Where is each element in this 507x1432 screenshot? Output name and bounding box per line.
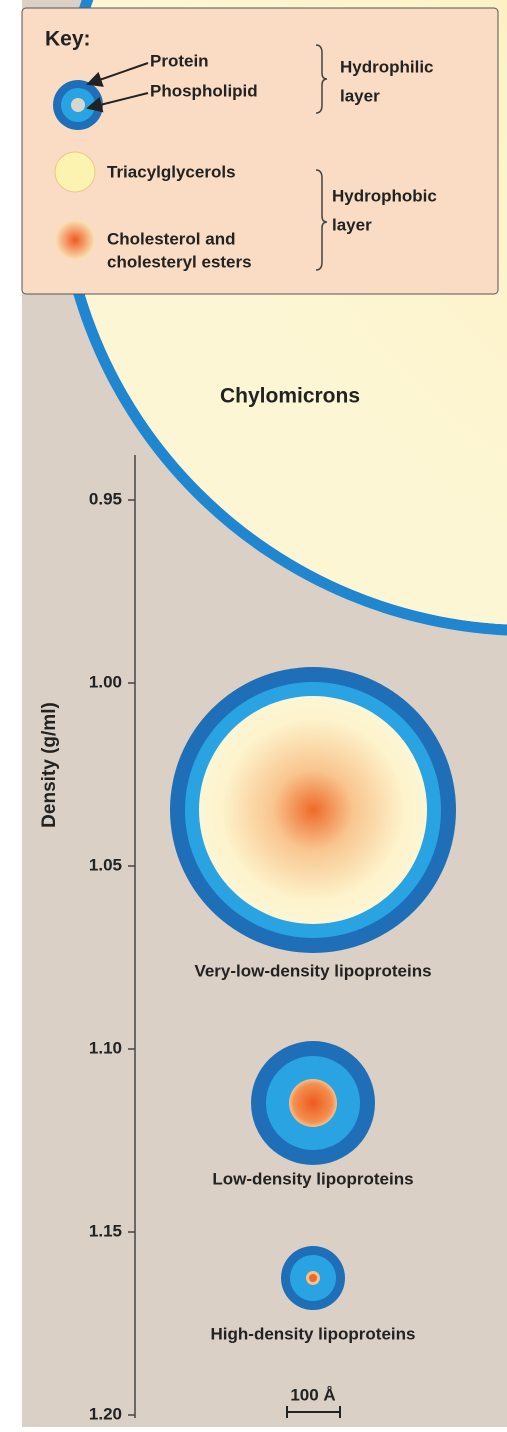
key-label: Triacylglycerols: [107, 162, 236, 181]
key-label: Phospholipid: [150, 81, 258, 100]
tick-label: 1.15: [89, 1221, 122, 1240]
key-label: Hydrophobic: [332, 186, 437, 205]
key-label: layer: [340, 86, 380, 105]
hdl: [281, 1246, 345, 1310]
key-label: Protein: [150, 51, 209, 70]
particle-label: Low-density lipoproteins: [212, 1169, 413, 1188]
key-icon: [71, 98, 85, 112]
particle-label: Very-low-density lipoproteins: [194, 961, 431, 980]
vldl: [170, 667, 456, 953]
key-label: cholesteryl esters: [107, 252, 252, 271]
tick-label: 1.10: [89, 1038, 122, 1057]
key-label: Hydrophilic: [340, 57, 434, 76]
ldl: [251, 1041, 375, 1165]
particle-label: Chylomicrons: [220, 385, 360, 408]
scale-label: 100 Å: [290, 1385, 335, 1404]
key-label: Cholesterol and: [107, 229, 235, 248]
figure: Key: Protein Phospholipid Hydrophilic la…: [0, 0, 507, 1427]
particle-label: High-density lipoproteins: [211, 1324, 416, 1343]
axis-title: Density (g/ml): [39, 702, 60, 828]
tick-label: 1.05: [89, 855, 122, 874]
key-label: layer: [332, 215, 372, 234]
key-icon: [55, 152, 95, 192]
tick-label: 0.95: [89, 489, 122, 508]
key-title: Key:: [45, 28, 91, 51]
key-icon: [55, 220, 95, 260]
tick-label: 1.20: [89, 1404, 122, 1423]
key-box: [22, 8, 498, 294]
tick-label: 1.00: [89, 672, 122, 691]
